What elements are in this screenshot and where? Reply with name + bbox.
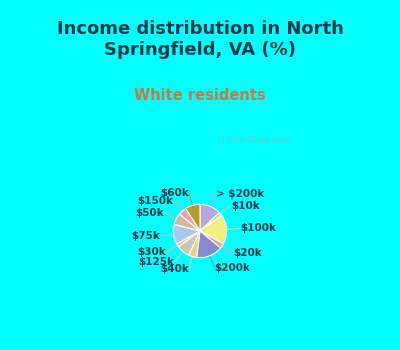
Text: $20k: $20k [233, 248, 262, 258]
Wedge shape [173, 224, 200, 244]
Wedge shape [177, 231, 200, 247]
Text: $75k: $75k [132, 231, 160, 241]
Wedge shape [197, 231, 220, 258]
Wedge shape [189, 231, 200, 258]
Text: $100k: $100k [240, 224, 276, 233]
Text: $10k: $10k [231, 201, 260, 210]
Wedge shape [200, 213, 222, 231]
Wedge shape [200, 215, 227, 244]
Text: Income distribution in North
Springfield, VA (%): Income distribution in North Springfield… [56, 20, 344, 59]
Wedge shape [186, 204, 200, 231]
Wedge shape [200, 231, 223, 248]
Wedge shape [180, 209, 200, 231]
Text: $60k: $60k [160, 188, 189, 198]
Text: $150k: $150k [138, 196, 174, 206]
Wedge shape [178, 231, 200, 255]
Text: $200k: $200k [215, 263, 251, 273]
Text: $50k: $50k [136, 208, 164, 218]
Text: White residents: White residents [134, 88, 266, 103]
Text: $125k: $125k [138, 257, 174, 267]
Text: ⓘ City-Data.com: ⓘ City-Data.com [219, 136, 291, 145]
Text: $30k: $30k [138, 247, 166, 257]
Text: > $200k: > $200k [216, 189, 264, 199]
Wedge shape [200, 204, 220, 231]
Wedge shape [174, 214, 200, 231]
Text: $40k: $40k [160, 264, 189, 274]
